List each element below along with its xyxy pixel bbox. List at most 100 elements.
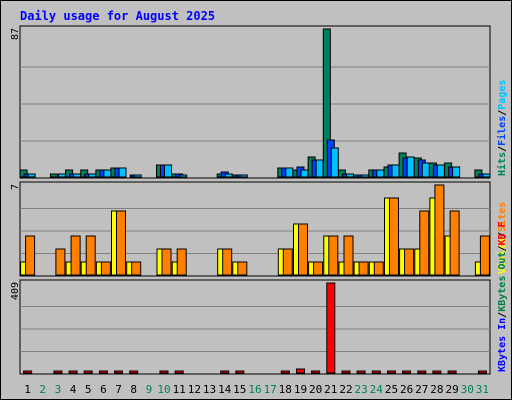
bar-visits-sites-day-14 [222,248,233,276]
x-tick-label-day-12: 12 [188,383,201,396]
x-tick-label-day-4: 4 [70,383,77,396]
bar-visits-sites-day-8 [131,261,142,276]
bar-visits-sites-day-1 [25,235,36,276]
bar-kbytes-kb-f-day-31 [477,370,487,374]
bar-visits-sites-day-11 [176,248,187,276]
panel-kbytes: 409 KBytes In/KBytes Out/KB F [10,221,508,375]
bar-kbytes-kb-f-day-10 [159,370,169,374]
bar-hits-pages-day-18 [285,167,294,178]
bar-visits-sites-day-3 [55,248,66,276]
x-tick-label-day-28: 28 [430,383,443,396]
x-tick-label-day-10: 10 [157,383,170,396]
panel-kbytes-max-label: 409 [10,282,21,300]
bar-visits-sites-day-23 [358,261,369,276]
bar-kbytes-kb-f-day-28 [432,370,442,374]
bar-kbytes-kb-f-day-23 [356,370,366,374]
x-tick-label-day-9: 9 [146,383,153,396]
bar-visits-sites-day-27 [419,210,430,276]
bar-visits-sites-day-28 [434,184,445,276]
bar-kbytes-kb-f-day-24 [371,370,381,374]
x-tick-label-day-15: 15 [233,383,246,396]
legend-entry: / [497,232,508,238]
bar-visits-sites-day-4 [70,235,81,276]
bar-kbytes-kb-f-day-6 [98,370,108,374]
bar-visits-sites-day-15 [237,261,248,276]
bar-hits-pages-day-24 [376,169,385,178]
bar-visits-sites-day-7 [116,210,126,276]
bar-hits-pages-day-8 [133,174,142,178]
legend-entry: Pages [497,80,508,110]
legend-entry: / [497,146,508,152]
x-tick-label-day-1: 1 [24,383,31,396]
bar-hits-pages-day-7 [118,167,127,178]
bar-kbytes-kb-f-day-1 [23,370,33,374]
panel-kbytes-background [19,279,491,375]
bar-hits-pages-day-5 [88,173,97,178]
x-tick-label-day-24: 24 [370,383,384,396]
bar-hits-pages-day-11 [179,174,188,178]
bar-kbytes-kb-f-day-5 [83,370,93,374]
x-tick-label-day-16: 16 [248,383,261,396]
x-axis-labels: 1 2 3 4 5 6 7 8 9 10 11 12 13 14 15 16 17 18 19 20 21 22 23 24 2… [24,383,489,396]
bar-hits-pages-day-29 [452,166,461,178]
x-tick-label-day-21: 21 [324,383,337,396]
bar-hits-pages-day-4 [73,173,82,178]
x-tick-label-day-6: 6 [100,383,107,396]
legend-entry: Files [496,116,508,146]
bar-kbytes-kb-f-day-15 [235,370,245,374]
bar-kbytes-kb-f-day-8 [129,370,139,374]
bar-visits-sites-day-18 [282,248,293,276]
bar-hits-pages-day-10 [164,164,172,178]
bar-visits-sites-day-22 [343,235,354,276]
bar-visits-sites-day-21 [328,235,339,276]
bar-kbytes-kb-f-day-4 [68,370,78,374]
bar-hits-pages-day-19 [300,169,309,178]
bar-visits-sites-day-10 [161,248,172,276]
bar-kbytes-kb-f-day-22 [341,370,351,374]
bar-kbytes-kb-f-day-7 [114,370,123,374]
x-tick-label-day-11: 11 [173,383,186,396]
bar-visits-sites-day-6 [100,261,111,276]
chart-title: Daily usage for August 2025 [20,9,215,23]
bar-kbytes-kb-f-day-3 [53,370,63,374]
bar-hits-pages-day-22 [346,173,354,178]
bar-kbytes-kb-f-day-11 [174,370,184,374]
panel-kbytes-legend: KBytes In/KBytes Out/KB F [497,221,508,372]
x-tick-label-day-29: 29 [445,383,458,396]
panel-hits-max-label: 87 [10,28,21,40]
legend-entry: Visits [496,238,508,274]
bar-visits-sites-day-31 [479,235,490,276]
x-tick-label-day-5: 5 [85,383,92,396]
bar-kbytes-kb-f-day-27 [417,370,427,374]
x-tick-label-day-8: 8 [130,383,137,396]
bar-visits-sites-day-26 [404,248,415,276]
x-tick-label-day-30: 30 [461,383,474,396]
x-tick-label-day-27: 27 [415,383,428,396]
bar-visits-sites-day-5 [85,235,96,276]
bar-hits-pages-day-27 [421,162,430,178]
x-tick-label-day-18: 18 [279,383,292,396]
bar-hits-pages-day-3 [57,173,66,178]
bar-visits-sites-day-25 [389,197,399,276]
bar-kbytes-kb-f-day-18 [280,370,290,374]
x-tick-label-day-14: 14 [218,383,232,396]
bar-kbytes-kb-f-day-29 [447,370,457,374]
bar-kbytes-kb-f-day-19 [296,368,305,374]
bar-kbytes-kb-f-day-20 [311,370,321,374]
x-tick-label-day-13: 13 [203,383,216,396]
x-tick-label-day-31: 31 [476,383,489,396]
bar-hits-pages-day-31 [482,173,491,178]
bar-hits-pages-day-23 [361,174,370,178]
x-tick-label-day-17: 17 [264,383,277,396]
legend-entry: / [497,312,508,318]
x-tick-label-day-2: 2 [39,383,46,396]
bar-hits-pages-day-20 [315,159,324,178]
bar-hits-pages-day-1 [27,173,36,178]
bar-visits-sites-day-19 [298,223,308,276]
bar-visits-sites-day-29 [449,210,460,276]
x-tick-label-day-3: 3 [55,383,62,396]
legend-entry: KB F [497,221,508,245]
legend-entry: KBytes Out [497,252,508,312]
